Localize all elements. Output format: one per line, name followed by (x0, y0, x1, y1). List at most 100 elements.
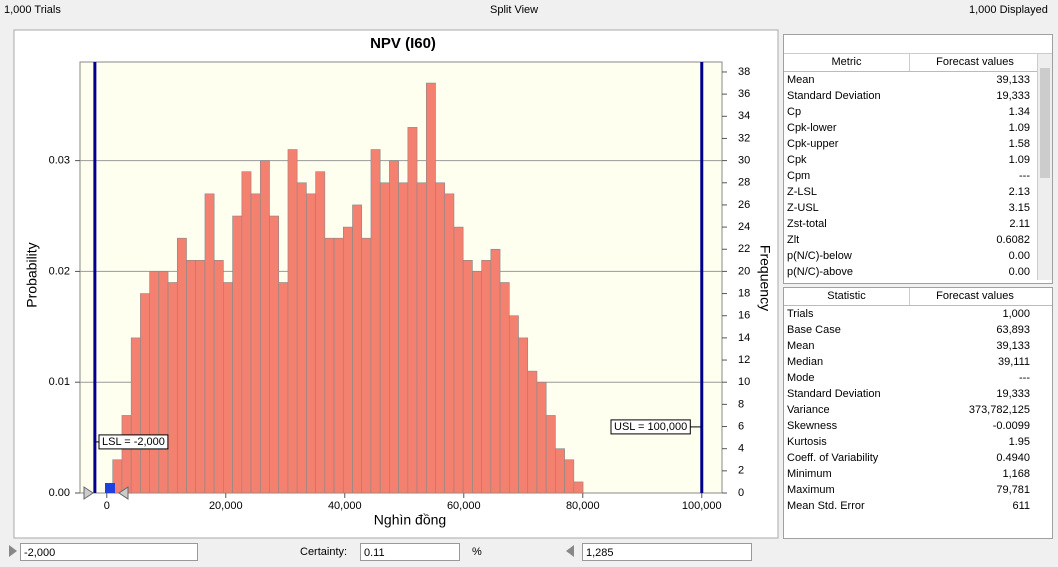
row-value: 1.95 (1008, 436, 1030, 448)
row-value: 79,781 (996, 484, 1030, 496)
table-row: p(N/C)-above 0.00 (784, 264, 1052, 280)
table-row: Standard Deviation 19,333 (784, 386, 1052, 402)
row-label: Zst-total (787, 218, 827, 230)
table-header: Statistic Forecast values (784, 288, 1052, 306)
statistic-table: Statistic Forecast values Trials 1,000 Base … (783, 287, 1053, 539)
row-label: Base Case (787, 324, 841, 336)
chart-title: NPV (I60) (370, 35, 436, 52)
left-value[interactable]: -2,000 (20, 543, 198, 561)
bar (564, 459, 575, 494)
usl-label: USL = 100,000 (614, 421, 687, 433)
row-label: Variance (787, 404, 830, 416)
bar (518, 337, 529, 494)
bar (149, 271, 160, 494)
row-label: Cpk-upper (787, 138, 839, 150)
bar (232, 215, 243, 494)
bar (472, 271, 482, 494)
table-row: Variance 373,782,125 (784, 402, 1052, 418)
row-value: --- (1019, 372, 1030, 384)
bar (508, 315, 519, 494)
y2-tick-label: 22 (738, 243, 750, 255)
bar (204, 193, 215, 494)
y2-tick-label: 24 (738, 221, 750, 233)
row-label: Cpk-lower (787, 122, 837, 134)
row-label: Zlt (787, 234, 800, 246)
right-arrow (566, 545, 574, 557)
certainty-value[interactable]: 0.11 (360, 543, 460, 561)
bar (223, 282, 233, 494)
bar (121, 415, 132, 494)
y2-tick-label: 6 (738, 420, 744, 432)
y-tick-label: 0.02 (49, 265, 70, 277)
bar (296, 182, 307, 494)
bar (555, 448, 565, 494)
y2-tick-label: 16 (738, 310, 750, 322)
bar (490, 248, 501, 494)
displayed: 1,000 Displayed (969, 4, 1048, 16)
right-value[interactable]: 1,285 (582, 543, 752, 561)
x-axis-label: Nghìn đồng (374, 512, 446, 528)
table-row: Skewness -0.0099 (784, 418, 1052, 434)
row-label: p(N/C)-above (787, 266, 854, 278)
bar (130, 337, 141, 494)
row-label: Cp (787, 106, 802, 118)
certainty-label: Certainty: (300, 546, 348, 558)
bar (545, 415, 556, 494)
scrollbar[interactable] (1037, 54, 1052, 280)
row-label: Mean (787, 74, 815, 86)
table-header: Metric Forecast values (784, 54, 1052, 72)
row-value: 39,111 (997, 356, 1030, 368)
y2-tick-label: 2 (738, 465, 744, 477)
row-label: Coeff. of Variability (787, 452, 879, 464)
bar (389, 160, 399, 494)
table-row: Median 39,111 (784, 354, 1052, 370)
table-row: Mode --- (784, 370, 1052, 386)
bar (259, 160, 270, 494)
y2-tick-label: 20 (738, 265, 750, 277)
bar (352, 204, 363, 494)
bar (213, 260, 224, 494)
y2-tick-label: 26 (738, 199, 750, 211)
certainty-grabber[interactable] (118, 486, 129, 500)
bar (379, 182, 390, 494)
bar (527, 370, 538, 494)
y2-axis-label: Frequency (757, 245, 773, 311)
y2-tick-label: 36 (738, 88, 750, 100)
y2-tick-label: 4 (738, 443, 744, 455)
bar (416, 182, 427, 494)
table-row: Minimum 1,168 (784, 466, 1052, 482)
bar (250, 193, 261, 494)
row-label: Maximum (787, 484, 835, 496)
row-value: 2.11 (1009, 218, 1030, 230)
certainty-grabber[interactable] (83, 486, 94, 500)
row-value: 373,782,125 (968, 404, 1030, 416)
y2-tick-label: 30 (738, 155, 750, 167)
row-value: 0.6082 (996, 234, 1030, 246)
bar (342, 226, 353, 494)
header-cell: Forecast values (936, 290, 1014, 302)
row-value: 1,168 (1002, 468, 1030, 480)
bar (186, 260, 197, 494)
row-value: 0.00 (1008, 250, 1030, 262)
table-row: Mean 39,133 (784, 72, 1052, 88)
bar (499, 282, 510, 494)
trials: 1,000 Trials (4, 4, 61, 16)
y-tick-label: 0.03 (49, 155, 70, 167)
bar (167, 282, 178, 494)
row-label: Standard Deviation (787, 388, 881, 400)
table-row: Cpm --- (784, 168, 1052, 184)
bar (241, 171, 252, 494)
table-row: Maximum 79,781 (784, 482, 1052, 498)
table-row: Zlt 0.6082 (784, 232, 1052, 248)
row-value: -0.0099 (992, 420, 1030, 432)
row-label: Cpm (787, 170, 811, 182)
row-value: 2.13 (1008, 186, 1030, 198)
row-value: 39,133 (996, 340, 1030, 352)
bar (425, 82, 436, 494)
row-label: Median (787, 356, 824, 368)
chart: NPV (I60) Nghìn đồng Probability Frequen… (13, 29, 779, 539)
row-value: 3.15 (1008, 202, 1030, 214)
header-cell: Statistic (784, 288, 910, 305)
table-row: Cpk-upper 1.58 (784, 136, 1052, 152)
x-tick-label: 60,000 (447, 500, 481, 512)
